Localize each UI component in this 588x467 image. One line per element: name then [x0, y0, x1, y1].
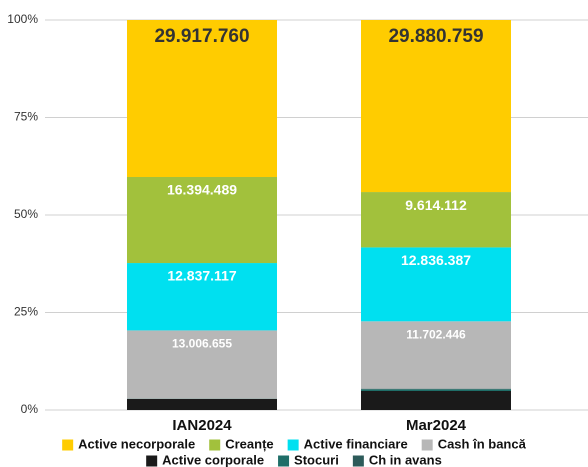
y-tick-label: 0% — [21, 402, 39, 416]
x-tick-label: Mar2024 — [406, 417, 467, 434]
legend-swatch — [287, 439, 299, 451]
y-tick-label: 25% — [14, 305, 38, 319]
legend-label: Stocuri — [294, 452, 339, 467]
data-label: 11.702.446 — [406, 327, 466, 341]
bar-segment — [361, 388, 511, 390]
bar-segment — [127, 20, 277, 178]
data-label: 13.006.655 — [172, 337, 232, 351]
legend-label: Active financiare — [304, 436, 408, 451]
bar-segment — [361, 247, 511, 322]
y-tick-label: 50% — [14, 207, 38, 221]
data-label: 9.614.112 — [405, 197, 467, 213]
legend-swatch — [278, 455, 290, 467]
x-tick-label: IAN2024 — [172, 417, 232, 434]
legend-swatch — [209, 439, 221, 451]
data-label: 12.836.387 — [401, 252, 471, 268]
legend-label: Active corporale — [162, 452, 264, 467]
legend-swatch — [421, 439, 433, 451]
legend-label: Active necorporale — [78, 436, 195, 451]
legend-label: Cash în bancă — [438, 436, 527, 451]
bar-segment — [127, 330, 277, 399]
data-label: 16.394.489 — [167, 182, 237, 198]
y-tick-label: 75% — [14, 110, 38, 124]
legend-label: Creanțe — [225, 436, 273, 451]
bar-segment — [127, 177, 277, 264]
bar-segment — [361, 20, 511, 193]
data-label: 12.837.117 — [167, 268, 237, 284]
bar-segment — [361, 321, 511, 389]
bar-segment — [361, 389, 511, 391]
y-tick-label: 100% — [7, 12, 38, 26]
legend-swatch — [146, 455, 158, 467]
bar-segment — [127, 263, 277, 331]
data-label: 29.917.760 — [154, 26, 249, 47]
legend-label: Ch in avans — [369, 452, 442, 467]
bar-segment — [127, 398, 277, 410]
bar-segment — [361, 192, 511, 248]
bar-segment — [361, 390, 511, 410]
legend-swatch — [62, 439, 74, 451]
legend-swatch — [352, 455, 364, 467]
data-label: 29.880.759 — [388, 26, 483, 47]
